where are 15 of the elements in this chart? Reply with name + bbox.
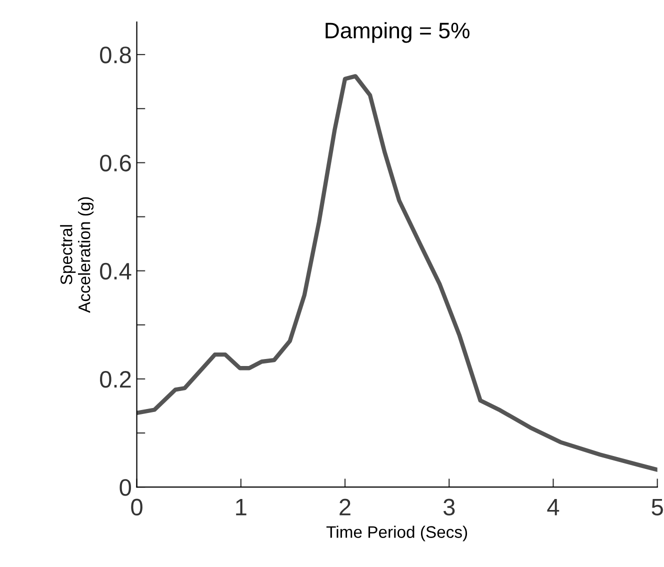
line-series	[136, 74, 658, 472]
x-tick-label: 0	[131, 498, 142, 516]
x-axis-title: Time Period (Secs)	[326, 526, 468, 542]
x-tick-label: 4	[547, 499, 560, 516]
x-tick-label: 2	[340, 498, 350, 516]
y-tick-label: 0.6	[100, 154, 131, 172]
x-tick-label: 3	[443, 498, 455, 516]
y-axis-title: Spectral Acceleration (g)	[60, 197, 94, 313]
y-tick-label: 0.2	[100, 370, 131, 388]
y-tick-label: 0	[120, 479, 131, 496]
y-tick-label: 0.4	[100, 262, 132, 280]
y-tick-label: 0.8	[100, 46, 131, 64]
x-tick-label: 1	[236, 499, 246, 516]
x-tick-label: 5	[652, 499, 663, 516]
chart-title: Damping = 5%	[326, 22, 470, 43]
